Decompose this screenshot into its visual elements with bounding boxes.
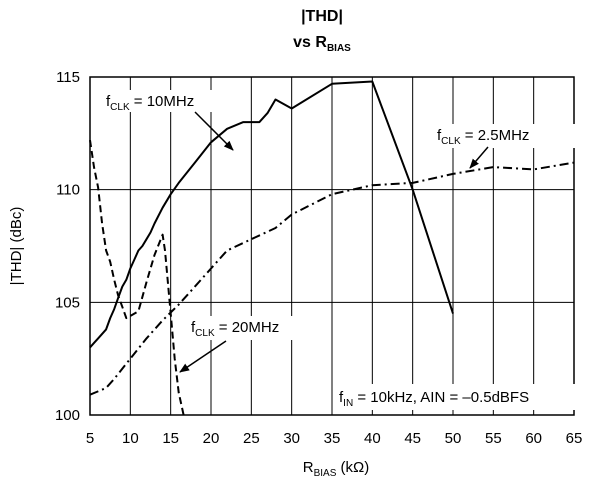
- svg-text:fIN = 10kHz, AIN = –0.5dBFS: fIN = 10kHz, AIN = –0.5dBFS: [339, 389, 529, 409]
- data-series: [89, 80, 575, 416]
- x-tick-labels: 5 10 15 20 25 30 35 40 45 50 55 60 65: [86, 430, 583, 447]
- y-tick-label: 115: [56, 69, 80, 86]
- x-tick-label: 45: [404, 430, 421, 447]
- annotation-arrow-2p5mhz: [469, 146, 489, 169]
- annotation-clk-10mhz: fCLK = 10MHz: [103, 90, 234, 151]
- x-tick-label: 15: [162, 430, 179, 447]
- y-tick-label: 110: [56, 182, 80, 199]
- y-tick-labels: 100 105 110 115: [55, 69, 80, 424]
- svg-text:fCLK = 20MHz: fCLK = 20MHz: [191, 319, 279, 339]
- annotation-arrow-20mhz: [179, 340, 227, 373]
- x-tick-label: 20: [203, 430, 220, 447]
- x-axis-label: RBIAS (kΩ): [303, 459, 370, 479]
- annotation-test-conditions: fIN = 10kHz, AIN = –0.5dBFS: [333, 384, 591, 410]
- x-tick-label: 10: [122, 430, 139, 447]
- x-tick-label: 30: [283, 430, 300, 447]
- series-line-1: [89, 161, 575, 396]
- plot-frame: [89, 76, 575, 416]
- x-tick-label: 25: [243, 430, 260, 447]
- annotation-arrow-10mhz: [194, 111, 234, 151]
- x-tick-label: 55: [485, 430, 502, 447]
- svg-text:fCLK = 2.5MHz: fCLK = 2.5MHz: [437, 127, 529, 147]
- annotation-clk-2p5mhz: fCLK = 2.5MHz: [432, 124, 582, 169]
- x-tick-label: 65: [566, 430, 583, 447]
- x-tick-label: 60: [525, 430, 542, 447]
- x-tick-label: 50: [445, 430, 462, 447]
- y-axis-label: |THD| (dBc): [8, 207, 25, 286]
- y-tick-label: 100: [55, 407, 80, 424]
- series-line-2: [89, 139, 185, 416]
- chart-title-line1: |THD|: [301, 8, 343, 25]
- x-tick-label: 40: [364, 430, 381, 447]
- series-line-0: [89, 80, 454, 349]
- svg-text:fCLK = 10MHz: fCLK = 10MHz: [106, 93, 194, 113]
- x-tick-label: 5: [86, 430, 94, 447]
- y-tick-label: 105: [55, 294, 80, 311]
- chart-title-line2: vs RBIAS: [293, 34, 351, 54]
- annotation-clk-20mhz: fCLK = 20MHz: [179, 316, 308, 373]
- x-tick-label: 35: [324, 430, 341, 447]
